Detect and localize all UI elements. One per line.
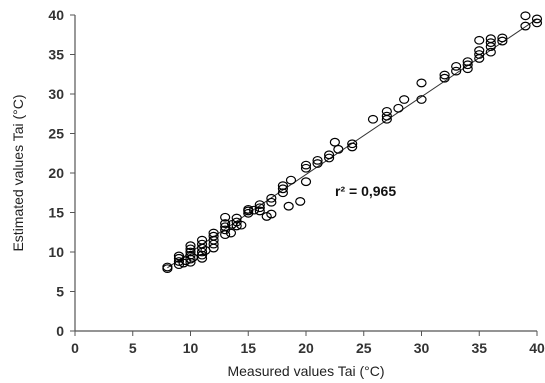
y-axis-title: Estimated values Tai (°C) xyxy=(10,94,26,251)
x-tick-label: 25 xyxy=(356,340,372,356)
x-tick-label: 15 xyxy=(240,340,256,356)
data-point xyxy=(439,73,450,83)
data-point xyxy=(485,38,496,48)
data-point xyxy=(185,241,196,251)
data-point xyxy=(531,18,543,28)
data-point xyxy=(416,78,427,88)
data-point xyxy=(266,197,277,207)
data-point xyxy=(474,35,485,45)
data-point xyxy=(220,230,231,240)
data-point xyxy=(451,61,462,71)
plot-area: 0 5 10 15 20 25 30 35 40 0 5 10 15 20 25 30 35 40 xyxy=(48,7,545,356)
data-point xyxy=(324,150,335,160)
data-point xyxy=(283,201,294,211)
data-point xyxy=(220,219,231,228)
data-point xyxy=(312,159,323,168)
data-point xyxy=(173,257,185,266)
y-tick-label: 15 xyxy=(48,205,64,221)
data-point xyxy=(393,103,404,113)
data-point xyxy=(243,204,254,214)
x-tick-label: 40 xyxy=(529,340,545,356)
y-tick-label: 10 xyxy=(48,244,64,260)
data-point xyxy=(295,197,306,206)
data-point xyxy=(531,14,543,24)
data-point xyxy=(497,33,508,43)
data-point xyxy=(451,66,462,76)
data-point xyxy=(208,231,219,241)
data-point xyxy=(196,253,208,263)
x-tick-label: 10 xyxy=(183,340,199,356)
y-tick-label: 30 xyxy=(48,86,64,102)
r-squared-annotation: r² = 0,965 xyxy=(335,183,396,199)
data-point xyxy=(231,213,242,223)
data-point xyxy=(254,206,265,216)
data-point xyxy=(462,60,473,70)
data-point xyxy=(220,222,231,232)
data-point xyxy=(300,163,312,173)
data-point xyxy=(474,46,485,55)
data-point xyxy=(416,95,427,104)
data-point xyxy=(520,21,531,31)
data-point xyxy=(254,200,265,210)
data-point xyxy=(347,139,358,149)
data-point xyxy=(185,247,196,257)
data-point xyxy=(178,258,189,268)
data-point xyxy=(196,235,208,245)
data-point xyxy=(324,153,335,163)
data-point xyxy=(300,177,312,187)
data-point xyxy=(485,47,496,57)
data-point xyxy=(208,228,219,238)
data-point xyxy=(485,34,496,44)
data-point xyxy=(236,220,247,230)
data-point xyxy=(312,155,323,165)
y-tick-label: 5 xyxy=(56,284,64,300)
data-point xyxy=(381,111,392,121)
data-point xyxy=(399,95,410,104)
data-point xyxy=(367,114,379,124)
data-point xyxy=(329,137,340,147)
data-point xyxy=(185,250,196,260)
data-point xyxy=(520,11,531,21)
x-tick-label: 20 xyxy=(298,340,314,356)
data-point xyxy=(474,50,485,59)
data-point xyxy=(285,175,297,185)
x-tick-label: 5 xyxy=(129,340,137,356)
data-point xyxy=(185,244,196,254)
data-point xyxy=(381,106,392,116)
data-point xyxy=(277,181,288,191)
data-point xyxy=(173,251,185,261)
data-point xyxy=(333,144,344,154)
data-point xyxy=(254,203,265,213)
data-point xyxy=(439,70,450,80)
data-point xyxy=(347,142,358,152)
data-point xyxy=(225,228,237,238)
x-tick-label: 0 xyxy=(71,340,79,356)
x-tick-label: 30 xyxy=(414,340,430,356)
data-point xyxy=(497,36,508,46)
y-tick-label: 0 xyxy=(56,323,64,339)
y-tick-label: 40 xyxy=(48,7,64,23)
y-tick-label: 25 xyxy=(48,126,64,142)
x-tick-label: 35 xyxy=(471,340,487,356)
data-point xyxy=(266,209,277,219)
data-point xyxy=(277,184,288,194)
y-tick-label: 20 xyxy=(48,165,64,181)
data-point xyxy=(220,212,231,222)
data-point xyxy=(462,57,473,67)
data-point xyxy=(266,193,277,203)
data-point xyxy=(173,260,185,270)
data-point xyxy=(300,160,312,170)
x-axis-title: Measured values Tai (°C) xyxy=(227,363,384,379)
y-tick-label: 35 xyxy=(48,47,64,63)
data-point xyxy=(248,205,260,215)
data-point xyxy=(162,262,173,272)
